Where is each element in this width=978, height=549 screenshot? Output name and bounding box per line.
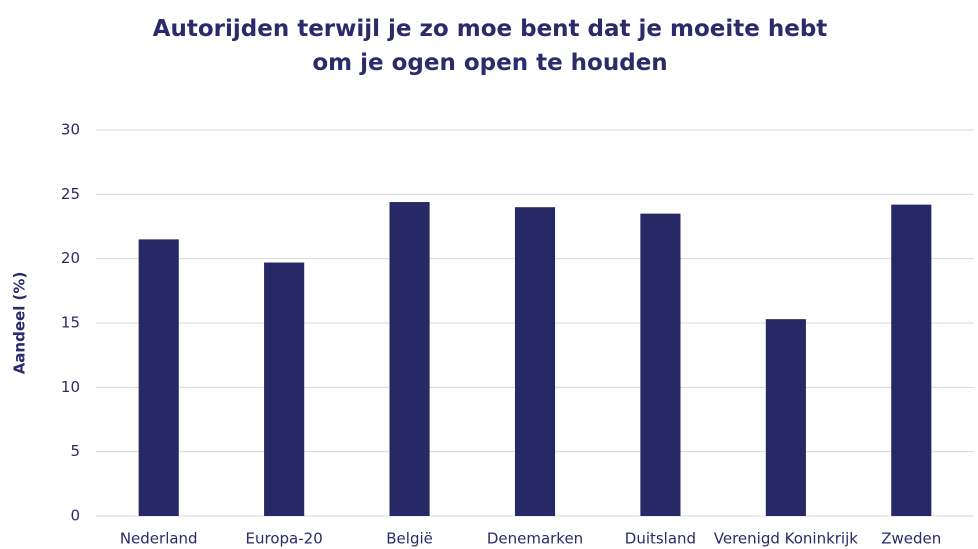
chart-title: Autorijden terwijl je zo moe bent dat je… — [152, 16, 828, 76]
bar — [514, 207, 556, 516]
x-tick-label: Nederland — [120, 530, 198, 548]
x-tick-label: Denemarken — [487, 530, 583, 548]
bar — [640, 213, 681, 516]
x-tick-label: Europa-20 — [246, 530, 323, 548]
x-tick-label: Zweden — [881, 530, 941, 548]
y-tick-label: 30 — [61, 121, 80, 139]
y-tick-label: 20 — [61, 249, 80, 267]
bar — [389, 202, 430, 516]
x-tick-label: Duitsland — [625, 530, 696, 548]
y-tick-label: 0 — [70, 507, 80, 525]
y-tick-label: 25 — [61, 185, 80, 203]
bar — [264, 262, 305, 516]
bar — [891, 204, 932, 517]
y-tick-label: 15 — [61, 314, 80, 332]
x-tick-label: Verenigd Koninkrijk — [714, 530, 859, 548]
y-tick-label: 10 — [61, 378, 80, 396]
y-axis-label: Aandeel (%) — [11, 272, 29, 375]
y-tick-label: 5 — [70, 442, 80, 460]
bar — [138, 239, 179, 516]
bar — [765, 319, 806, 516]
x-tick-label: België — [386, 530, 433, 548]
